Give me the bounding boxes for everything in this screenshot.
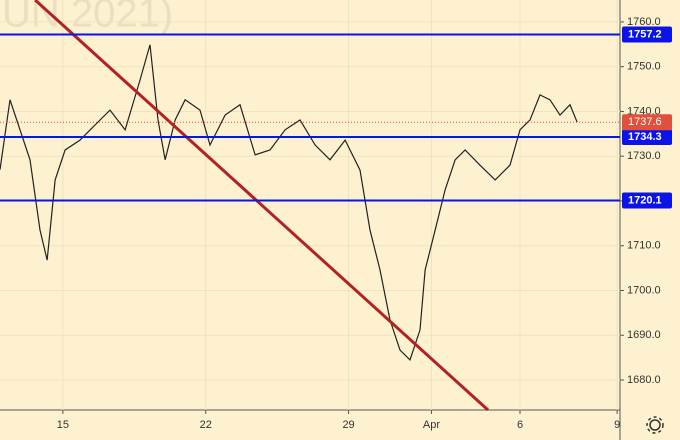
y-tick-label: 1700.0 [627,284,661,296]
trend-line [34,0,490,412]
last-price-box [622,114,672,131]
x-tick-label: Apr [423,419,440,431]
x-tick-label: 29 [342,419,354,431]
y-tick-label: 1760.0 [627,16,661,28]
y-tick-label: 1690.0 [627,329,661,341]
level-label-box [622,192,672,209]
x-tick-label: 22 [200,419,212,431]
level-label: 1720.1 [628,194,662,206]
y-tick-label: 1680.0 [627,374,661,386]
settings-icon[interactable] [646,416,664,434]
level-label-box [622,128,672,145]
level-label-box [622,26,672,43]
y-tick-label: 1750.0 [627,61,661,73]
price-line [0,44,578,361]
y-tick-label: 1730.0 [627,150,661,162]
y-tick-label: 1710.0 [627,240,661,252]
watermark: UN 2021) [2,0,173,36]
x-tick-label: 15 [57,419,69,431]
level-label: 1757.2 [628,28,662,40]
x-tick-label: 9 [614,419,620,431]
last-price-label: 1737.6 [628,116,662,128]
level-label: 1734.3 [628,131,662,143]
x-tick-label: 6 [517,419,523,431]
